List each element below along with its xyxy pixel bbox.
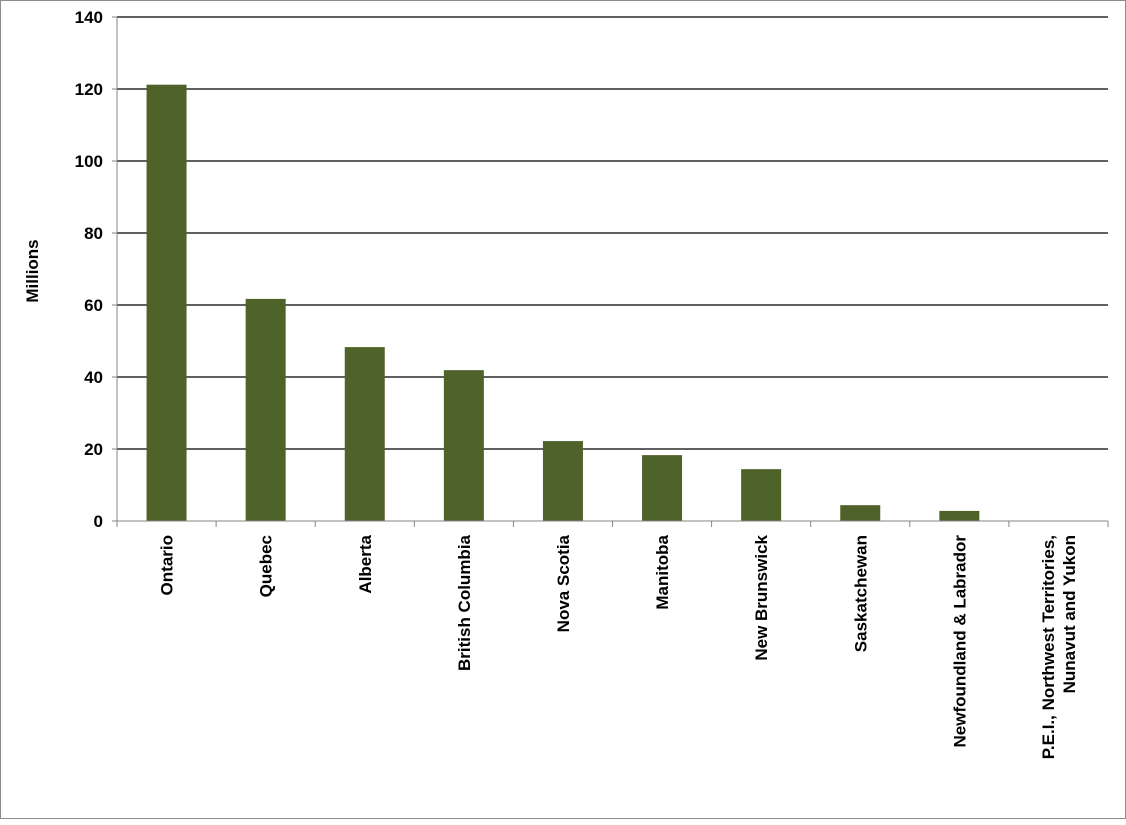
y-tick-label: 100 — [75, 152, 103, 171]
bar — [741, 469, 782, 521]
bar — [642, 455, 683, 521]
y-tick-label: 120 — [75, 80, 103, 99]
y-tick-label: 40 — [84, 368, 103, 387]
x-tick-label: P.E.I., Northwest Territories, — [1039, 535, 1058, 759]
bar — [245, 298, 286, 521]
bar — [542, 441, 583, 521]
x-tick-label: Nova Scotia — [554, 534, 573, 632]
bar — [344, 347, 385, 521]
y-tick-label: 20 — [84, 440, 103, 459]
x-tick-label: Saskatchewan — [851, 535, 870, 652]
bar — [840, 505, 881, 521]
x-tick-label: Newfoundland & Labrador — [950, 535, 969, 748]
y-tick-label: 60 — [84, 296, 103, 315]
x-tick-label: British Columbia — [455, 534, 474, 671]
x-tick-label: Alberta — [356, 534, 375, 593]
y-tick-label: 140 — [75, 8, 103, 27]
bar — [146, 84, 187, 522]
x-tick-label: Manitoba — [653, 534, 672, 609]
x-tick-label: Nunavut and Yukon — [1060, 535, 1079, 693]
y-tick-label: 80 — [84, 224, 103, 243]
x-tick-label: New Brunswick — [752, 534, 771, 660]
x-tick-label: Quebec — [257, 535, 276, 597]
bar — [443, 370, 484, 521]
x-tick-label: Ontario — [158, 535, 177, 595]
y-tick-label: 0 — [94, 512, 103, 531]
bar — [939, 510, 980, 521]
y-axis-label: Millions — [23, 239, 42, 302]
